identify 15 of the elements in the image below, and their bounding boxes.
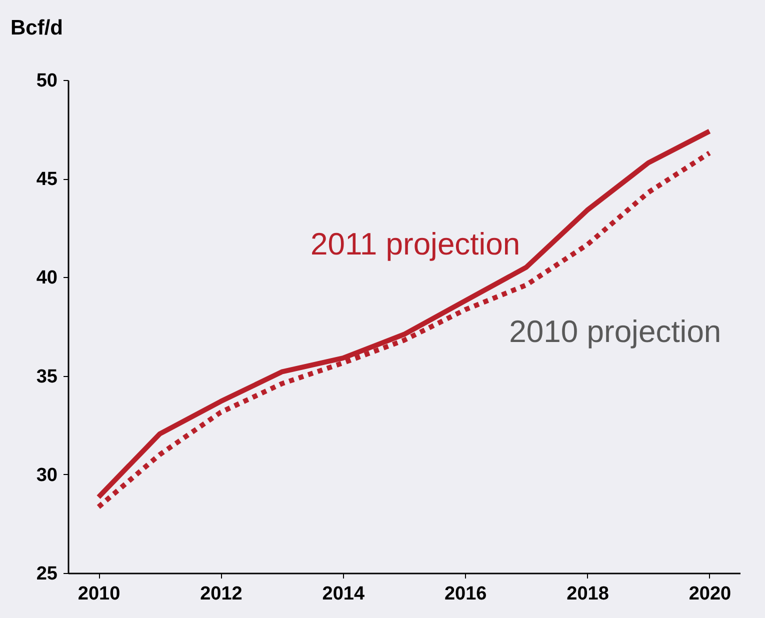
x-tick-label: 2012 xyxy=(200,584,242,604)
y-tick-label: 50 xyxy=(36,70,58,92)
y-axis-title: Bcf/d xyxy=(10,16,63,40)
x-tick-label: 2016 xyxy=(444,584,487,604)
series-label: 2010 projection xyxy=(509,314,722,350)
y-tick-label: 40 xyxy=(36,268,58,289)
x-tick-label: 2010 xyxy=(78,584,120,604)
x-tick-label: 2020 xyxy=(688,584,732,604)
x-tick-label: 2014 xyxy=(322,584,365,604)
y-tick-label: 30 xyxy=(36,464,58,486)
y-tick-label: 45 xyxy=(36,169,58,190)
series-label: 2011 projection xyxy=(310,226,520,262)
x-tick-label: 2018 xyxy=(566,584,609,604)
y-tick-label: 35 xyxy=(36,366,58,388)
y-tick-label: 25 xyxy=(36,564,58,584)
